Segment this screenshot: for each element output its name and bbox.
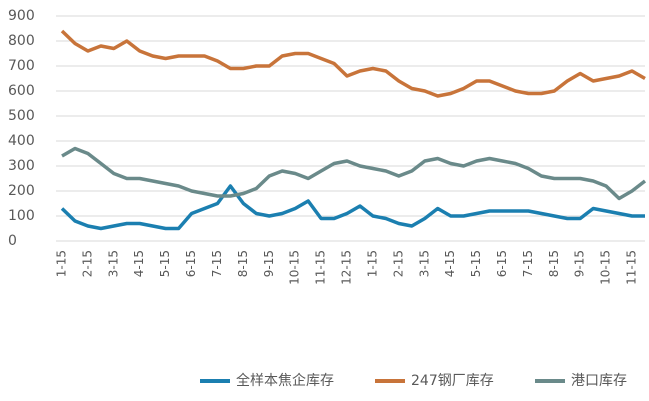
legend-label: 港口库存 <box>571 373 627 389</box>
x-tick-label: 1-15 <box>55 250 69 277</box>
x-tick-label: 4-15 <box>132 250 146 277</box>
y-tick-label: 400 <box>8 133 35 149</box>
y-tick-label: 900 <box>8 8 35 24</box>
y-tick-label: 100 <box>8 208 35 224</box>
x-tick-label: 3-15 <box>106 250 120 277</box>
x-tick-label: 7-15 <box>521 250 535 277</box>
x-tick-label: 9-15 <box>573 250 587 277</box>
x-tick-label: 12-15 <box>340 250 354 285</box>
x-tick-label: 2-15 <box>391 250 405 277</box>
y-tick-label: 700 <box>8 58 35 74</box>
x-tick-label: 5-15 <box>158 250 172 277</box>
x-tick-label: 11-15 <box>314 250 328 285</box>
line <box>60 29 646 98</box>
x-tick-label: 3-15 <box>417 250 431 277</box>
x-tick-label: 1-15 <box>365 250 379 277</box>
x-tick-label: 6-15 <box>184 250 198 277</box>
line <box>61 146 647 201</box>
y-tick-label: 300 <box>8 158 35 174</box>
legend-label: 247钢厂库存 <box>411 373 494 389</box>
x-tick-label: 10-15 <box>599 250 613 285</box>
x-tick-label: 11-15 <box>625 250 639 285</box>
x-tick-label: 6-15 <box>495 250 509 277</box>
y-tick-label: 600 <box>8 83 35 99</box>
x-tick-label: 7-15 <box>210 250 224 277</box>
y-tick-label: 800 <box>8 33 35 49</box>
x-tick-label: 9-15 <box>262 250 276 277</box>
x-tick-label: 5-15 <box>469 250 483 277</box>
y-tick-label: 500 <box>8 108 35 124</box>
legend-label: 全样本焦企库存 <box>236 372 334 389</box>
x-tick-label: 8-15 <box>547 250 561 277</box>
y-tick-label: 200 <box>8 183 35 199</box>
x-tick-label: 2-15 <box>80 250 94 277</box>
line <box>60 184 645 231</box>
y-tick-label: 0 <box>8 233 17 249</box>
x-tick-label: 8-15 <box>236 250 250 277</box>
x-tick-label: 10-15 <box>288 250 302 285</box>
x-tick-label: 4-15 <box>443 250 457 277</box>
